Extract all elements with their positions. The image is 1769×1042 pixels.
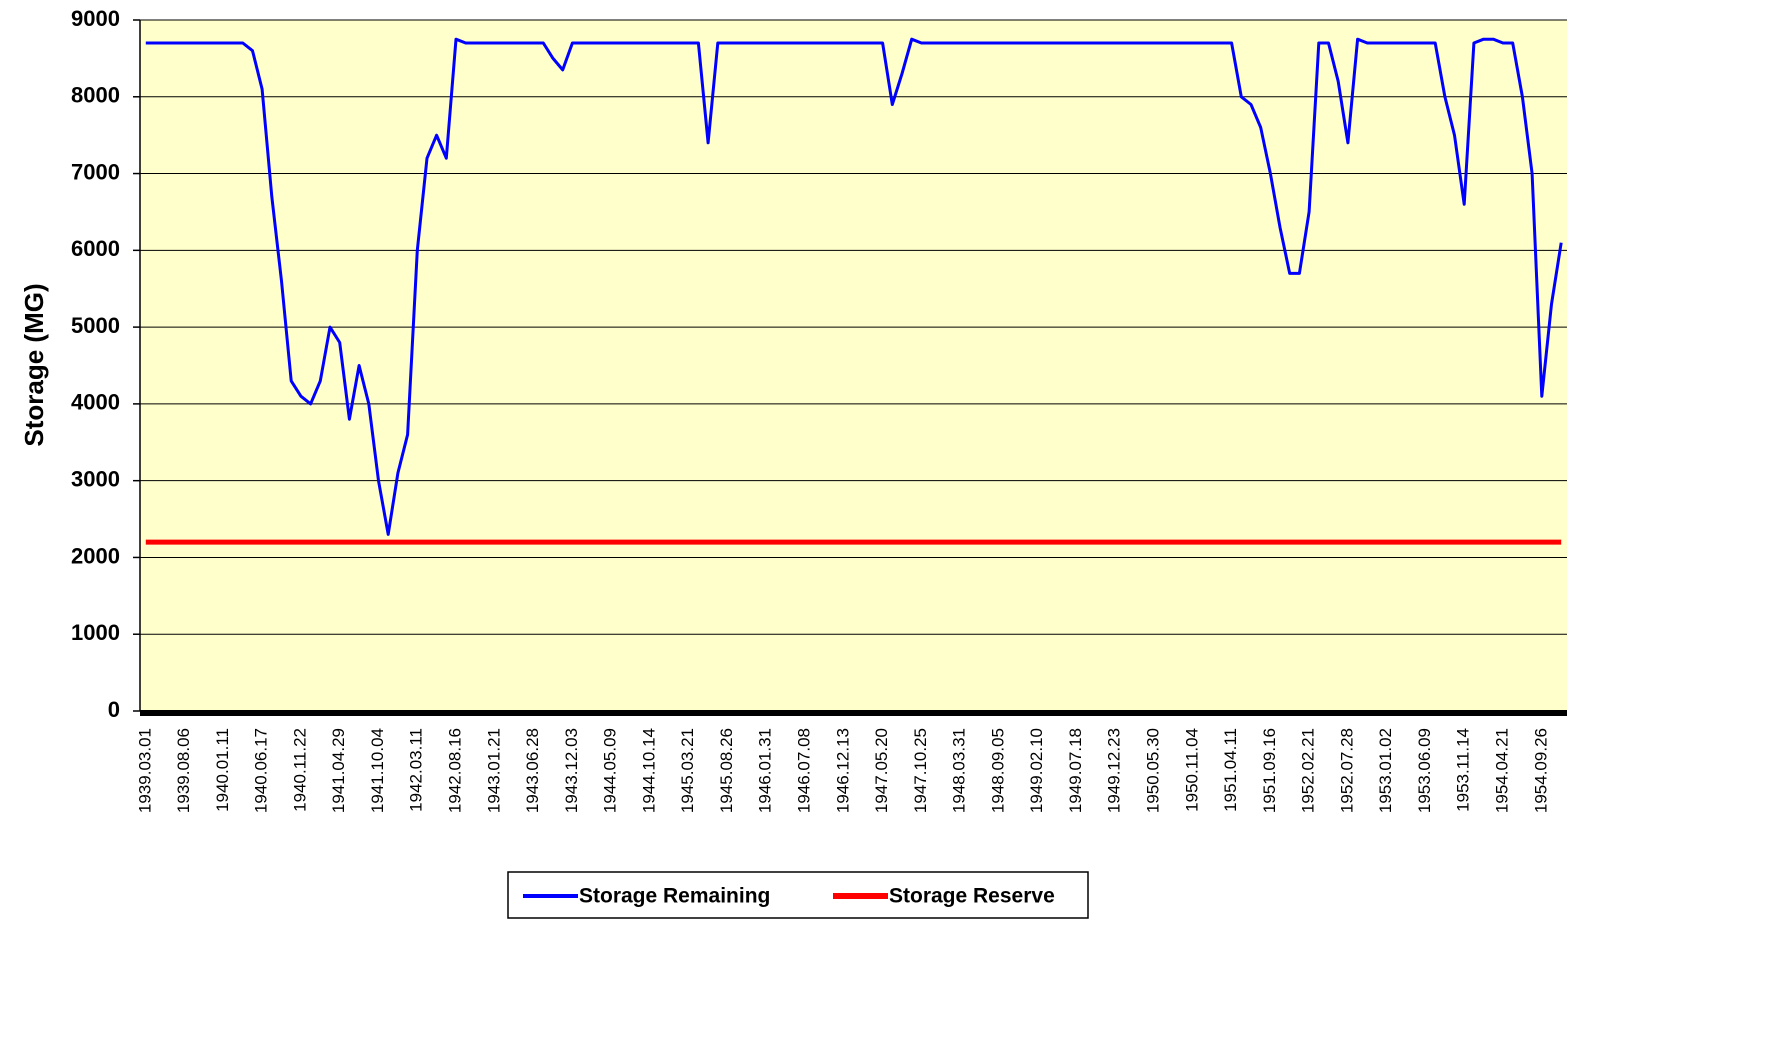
x-tick-label: 1940.06.17: [252, 728, 271, 813]
x-tick-label: 1943.12.03: [562, 728, 581, 813]
legend-box: [507, 871, 1089, 919]
series-line: [145, 37, 1563, 536]
x-tick-label: 1942.08.16: [446, 728, 465, 813]
x-tick-label: 1954.09.26: [1531, 728, 1550, 813]
x-tick-label: 1948.03.31: [950, 728, 969, 813]
x-tick-label: 1945.08.26: [717, 728, 736, 813]
x-tick-label: 1948.09.05: [988, 728, 1007, 813]
x-tick-label: 1950.05.30: [1144, 728, 1163, 813]
x-tick-label: 1942.03.11: [407, 728, 426, 812]
x-tick-label: 1939.08.06: [174, 728, 193, 813]
y-tick-label: 4000: [71, 390, 120, 415]
y-tick-label: 7000: [71, 159, 120, 184]
x-tick-label: 1945.03.21: [678, 728, 697, 813]
x-tick-label: 1951.04.11: [1221, 728, 1240, 812]
y-tick-label: 8000: [71, 83, 120, 108]
x-tick-label: 1950.11.04: [1182, 728, 1201, 812]
y-tick-label: 6000: [71, 236, 120, 261]
y-axis-label: Storage (MG): [19, 283, 49, 446]
x-tick-label: 1953.11.14: [1454, 728, 1473, 812]
legend-label: Storage Reserve: [889, 885, 1055, 908]
x-tick-label: 1946.12.13: [833, 728, 852, 813]
x-tick-label: 1941.04.29: [329, 728, 348, 813]
x-tick-label: 1949.12.23: [1105, 728, 1124, 813]
x-tick-label: 1940.11.22: [290, 728, 309, 812]
x-tick-label: 1953.01.02: [1376, 728, 1395, 813]
x-tick-label: 1944.05.09: [601, 728, 620, 813]
x-tick-label: 1943.01.21: [484, 728, 503, 813]
y-tick-label: 2000: [71, 543, 120, 568]
x-tick-label: 1951.09.16: [1260, 728, 1279, 813]
x-tick-label: 1946.01.31: [756, 728, 775, 813]
x-tick-label: 1947.05.20: [872, 728, 891, 813]
y-tick-label: 3000: [71, 466, 120, 491]
y-tick-label: 1000: [71, 620, 120, 645]
x-tick-label: 1952.02.21: [1299, 728, 1318, 813]
legend-label: Storage Remaining: [579, 885, 770, 908]
y-tick-label: 9000: [71, 6, 120, 31]
x-tick-label: 1940.01.11: [213, 728, 232, 812]
x-tick-label: 1941.10.04: [368, 728, 387, 813]
y-tick-label: 5000: [71, 313, 120, 338]
x-tick-label: 1949.02.10: [1027, 728, 1046, 813]
y-tick-label: 0: [108, 697, 120, 722]
x-tick-label: 1947.10.25: [911, 728, 930, 813]
x-tick-label: 1953.06.09: [1415, 728, 1434, 813]
x-tick-label: 1944.10.14: [639, 728, 658, 813]
x-tick-label: 1943.06.28: [523, 728, 542, 813]
x-tick-label: 1954.04.21: [1493, 728, 1512, 813]
x-tick-label: 1939.03.01: [135, 728, 154, 813]
plot-area: [140, 20, 1567, 711]
x-tick-label: 1952.07.28: [1337, 728, 1356, 813]
x-tick-label: 1949.07.18: [1066, 728, 1085, 813]
x-tick-label: 1946.07.08: [795, 728, 814, 813]
